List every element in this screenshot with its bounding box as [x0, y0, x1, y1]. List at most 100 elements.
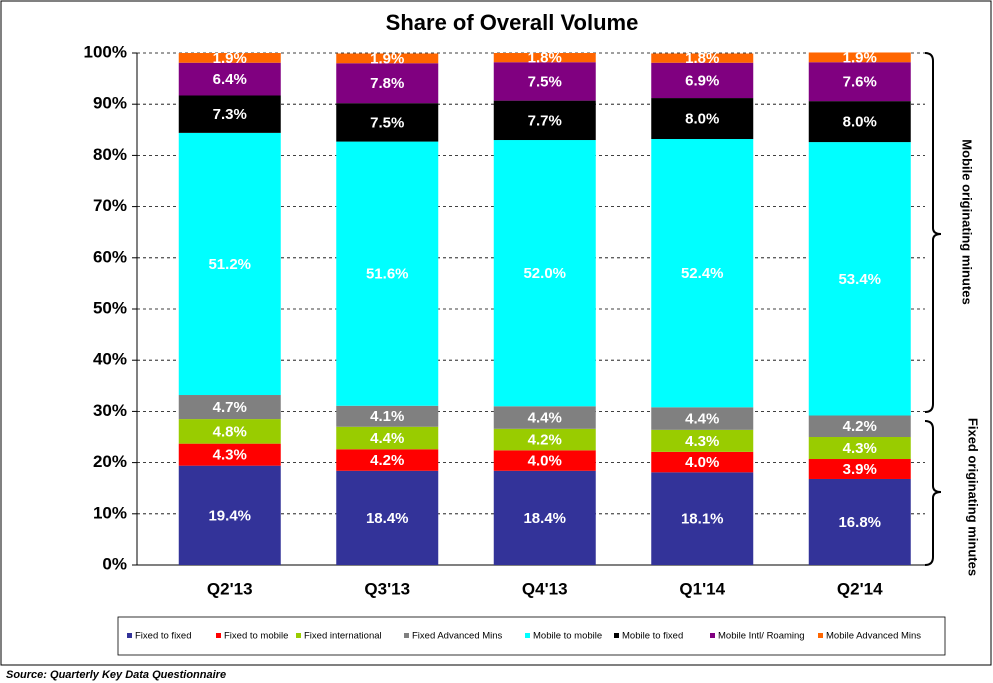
- legend-label: Fixed international: [304, 631, 382, 642]
- y-tick-label: 20%: [93, 452, 127, 471]
- data-label: 4.2%: [370, 452, 404, 469]
- legend-label: Fixed Advanced Mins: [412, 631, 503, 642]
- data-label: 1.9%: [843, 49, 877, 66]
- data-label: 4.4%: [370, 430, 404, 447]
- bar-segment: [808, 101, 911, 143]
- y-tick-label: 80%: [93, 145, 127, 164]
- bar-segment: [336, 103, 439, 142]
- bar-segment: [651, 472, 754, 565]
- data-label: 4.0%: [528, 453, 562, 470]
- bar-segment: [493, 470, 596, 565]
- bar-segment: [336, 470, 439, 565]
- data-label: 1.8%: [528, 50, 562, 67]
- y-tick-label: 90%: [93, 94, 127, 113]
- legend-swatch: [818, 633, 823, 638]
- legend-box: [117, 616, 946, 656]
- bar-segment: [651, 53, 754, 63]
- data-label: 4.2%: [843, 418, 877, 435]
- y-tick-label: 10%: [93, 503, 127, 522]
- data-label: 6.9%: [685, 72, 719, 89]
- bar-segment: [336, 426, 439, 450]
- bar-segment: [178, 95, 281, 133]
- bar-segment: [651, 62, 754, 99]
- legend-label: Mobile Intl/ Roaming: [718, 631, 805, 642]
- data-label: 6.4%: [213, 71, 247, 88]
- data-label: 19.4%: [208, 507, 251, 524]
- legend-label: Fixed to fixed: [135, 631, 192, 642]
- y-tick-label: 0%: [102, 554, 127, 573]
- bar-segment: [808, 52, 911, 63]
- bar-segment: [336, 63, 439, 104]
- data-label: 8.0%: [685, 111, 719, 128]
- bar-segment: [178, 62, 281, 96]
- data-label: 3.9%: [843, 461, 877, 478]
- x-tick-label: Q2'14: [837, 579, 883, 598]
- legend-label: Fixed to mobile: [224, 631, 288, 642]
- bar-segment: [493, 100, 596, 141]
- data-label: 1.8%: [685, 50, 719, 67]
- y-tick-label: 70%: [93, 196, 127, 215]
- legend-swatch: [404, 633, 409, 638]
- bar-segment: [651, 429, 754, 452]
- data-label: 4.8%: [213, 423, 247, 440]
- chart-frame: [0, 0, 992, 666]
- bar-segment: [178, 465, 281, 565]
- bar-segment: [651, 98, 754, 140]
- data-label: 7.3%: [213, 106, 247, 123]
- data-label: 52.0%: [523, 265, 566, 282]
- bar-segment: [178, 53, 281, 63]
- bar-segment: [178, 419, 281, 444]
- data-label: 4.7%: [213, 399, 247, 416]
- data-label: 4.1%: [370, 408, 404, 425]
- legend-label: Mobile to mobile: [533, 631, 602, 642]
- y-tick-label: 60%: [93, 247, 127, 266]
- legend-swatch: [127, 633, 132, 638]
- bracket: [924, 52, 942, 413]
- legend-swatch: [525, 633, 530, 638]
- data-label: 4.2%: [528, 432, 562, 449]
- data-label: 7.7%: [528, 112, 562, 129]
- legend-label: Mobile to fixed: [622, 631, 683, 642]
- bar-segment: [651, 407, 754, 430]
- bar-segment: [336, 53, 439, 64]
- legend-swatch: [296, 633, 301, 638]
- data-label: 4.4%: [685, 411, 719, 428]
- data-label: 4.3%: [843, 440, 877, 457]
- data-label: 52.4%: [681, 265, 724, 282]
- bar-segment: [808, 62, 911, 102]
- legend-swatch: [710, 633, 715, 638]
- data-label: 7.5%: [370, 114, 404, 131]
- data-label: 4.4%: [528, 410, 562, 427]
- y-tick-label: 100%: [84, 42, 127, 61]
- data-label: 4.3%: [685, 433, 719, 450]
- bar-segment: [493, 428, 596, 451]
- legend-swatch: [216, 633, 221, 638]
- data-label: 18.4%: [366, 510, 409, 527]
- data-label: 18.4%: [523, 510, 566, 527]
- bar-segment: [178, 395, 281, 420]
- bar-segment: [336, 405, 439, 427]
- data-label: 53.4%: [838, 271, 881, 288]
- data-label: 51.2%: [208, 256, 251, 273]
- x-tick-label: Q2'13: [207, 579, 253, 598]
- data-label: 18.1%: [681, 511, 724, 528]
- chart-title: Share of Overall Volume: [386, 10, 639, 35]
- bar-segment: [336, 449, 439, 471]
- bar-segment: [651, 139, 754, 408]
- legend-label: Mobile Advanced Mins: [826, 631, 921, 642]
- data-label: 7.5%: [528, 73, 562, 90]
- bracket: [924, 420, 942, 566]
- bar-segment: [808, 478, 911, 565]
- bar-segment: [808, 459, 911, 479]
- x-tick-label: Q4'13: [522, 579, 568, 598]
- x-tick-label: Q1'14: [679, 579, 725, 598]
- data-label: 16.8%: [838, 514, 881, 531]
- bar-segment: [808, 437, 911, 460]
- bar-segment: [178, 443, 281, 466]
- bar-segment: [808, 415, 911, 437]
- bar-segment: [651, 451, 754, 473]
- data-label: 1.9%: [213, 50, 247, 67]
- bar-segment: [493, 406, 596, 429]
- bar-segment: [336, 141, 439, 406]
